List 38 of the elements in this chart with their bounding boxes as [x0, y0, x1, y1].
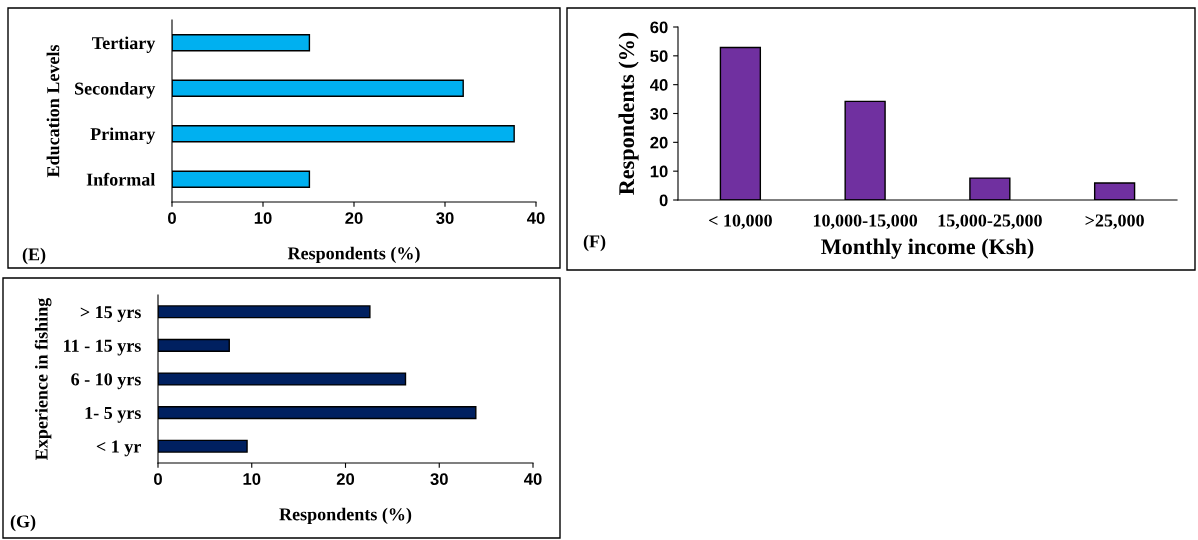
y-tick-label: 60 [650, 21, 668, 34]
y-tick-label: Informal [86, 172, 156, 186]
x-tick-label: 10 [254, 212, 272, 224]
y-tick-label: > 15 yrs [80, 306, 141, 322]
x-tick-label: 10 [243, 473, 261, 485]
y-tick-label: < 1 yr [96, 440, 141, 457]
x-tick-label: 40 [526, 212, 545, 224]
y-axis-title: Respondents (%) [618, 32, 639, 195]
x-tick-label: 0 [168, 212, 176, 224]
y-tick-label: Secondary [75, 81, 156, 99]
x-tick-label: 10,000-15,000 [813, 214, 918, 230]
y-tick-label: 30 [650, 107, 668, 120]
y-tick-label: Tertiary [92, 36, 156, 53]
x-axis-title: Monthly income (Ksh) [821, 238, 1034, 259]
y-tick-label: 50 [650, 50, 668, 63]
text: (E) [22, 247, 46, 265]
x-tick-label: 15,000-25,000 [938, 214, 1042, 230]
x-tick-label: 30 [430, 473, 448, 485]
y-tick-label: 1- 5 yrs [85, 406, 141, 423]
y-tick-label: Primary [90, 127, 156, 144]
x-tick-label: < 10,000 [709, 214, 772, 230]
y-axis-title: Experience in fishing [34, 297, 52, 460]
text: (F) [583, 234, 606, 252]
y-tick-label: 0 [659, 194, 668, 207]
x-axis-title: Respondents (%) [287, 246, 420, 264]
x-tick-label: 20 [345, 212, 363, 224]
y-tick-label: 6 - 10 yrs [71, 373, 141, 390]
y-axis-title: Education Levels [46, 44, 60, 178]
y-tick-label: 20 [650, 136, 668, 149]
y-tick-label: 10 [650, 165, 668, 178]
y-tick-label: 40 [649, 79, 668, 91]
x-tick-label: 20 [336, 473, 355, 485]
x-axis-title: Respondents (%) [279, 507, 412, 525]
x-tick-label: >25,000 [1085, 214, 1144, 230]
x-tick-label: 30 [436, 212, 454, 224]
y-tick-label: 11 - 15 yrs [64, 339, 141, 356]
x-tick-label: 40 [523, 473, 542, 485]
text: (G) [10, 514, 36, 532]
